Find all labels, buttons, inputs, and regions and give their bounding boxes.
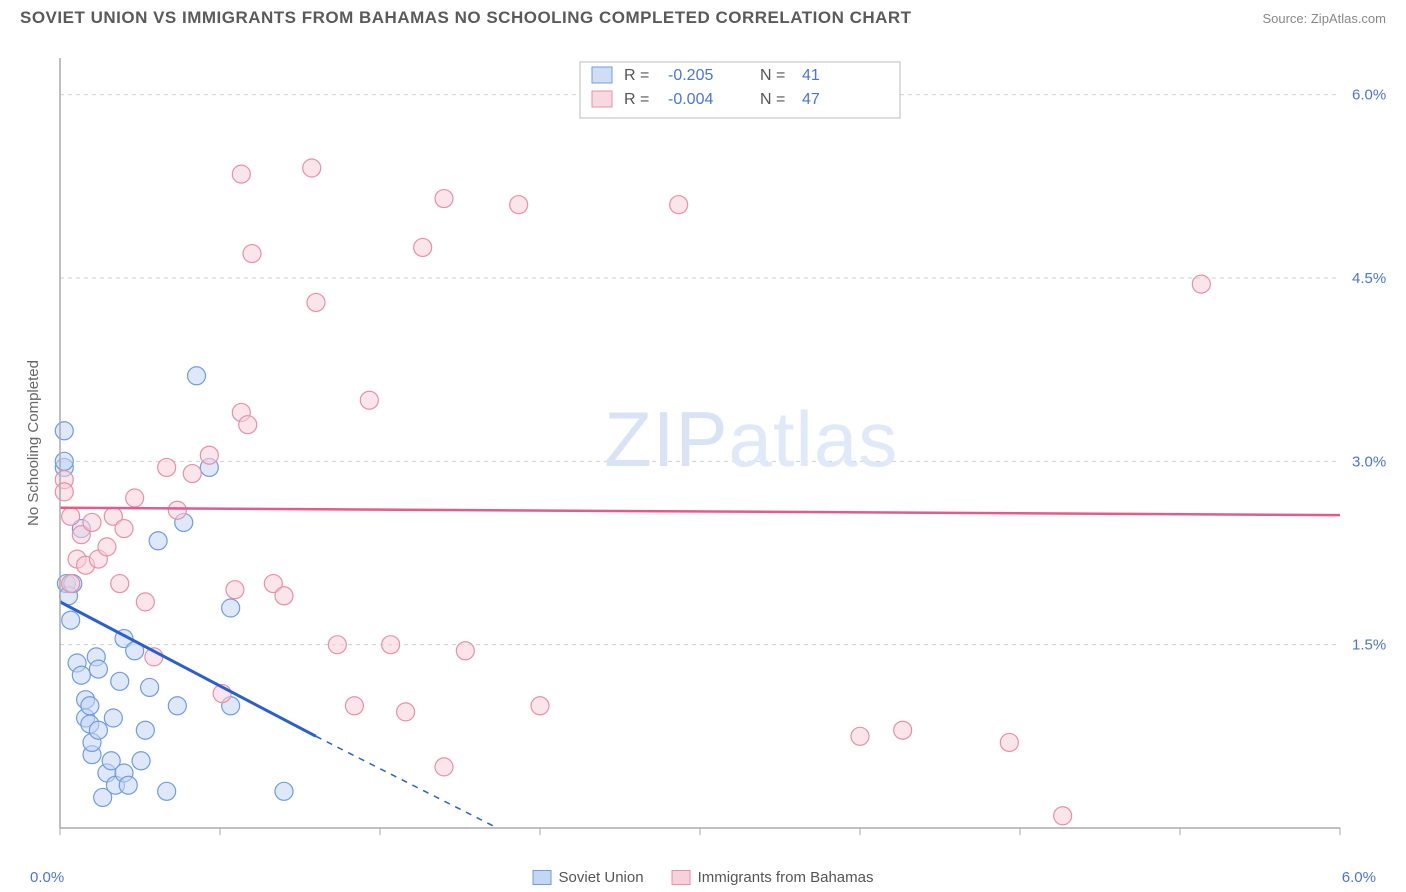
x-axis-min-label: 0.0% (30, 869, 64, 886)
chart-title: SOVIET UNION VS IMMIGRANTS FROM BAHAMAS … (20, 8, 912, 28)
svg-text:-0.205: -0.205 (668, 67, 713, 84)
chart-container: 1.5% 3.0% 4.5% 6.0% ZIPatlas No Schooling Com… (20, 40, 1386, 852)
x-axis-max-label: 6.0% (1342, 869, 1376, 886)
svg-text:No Schooling Completed: No Schooling Completed (25, 360, 42, 526)
svg-text:N =: N = (760, 67, 785, 84)
legend-label: Immigrants from Bahamas (698, 869, 874, 886)
legend: Soviet Union Immigrants from Bahamas (533, 869, 874, 886)
svg-text:N =: N = (760, 91, 785, 108)
legend-swatch (533, 870, 552, 885)
svg-text:1.5%: 1.5% (1352, 637, 1386, 654)
svg-text:47: 47 (802, 91, 820, 108)
svg-text:R =: R = (624, 67, 649, 84)
legend-item: Soviet Union (533, 869, 644, 886)
svg-text:R =: R = (624, 91, 649, 108)
svg-text:6.0%: 6.0% (1352, 87, 1386, 104)
legend-item: Immigrants from Bahamas (672, 869, 874, 886)
svg-text:4.5%: 4.5% (1352, 270, 1386, 287)
svg-text:3.0%: 3.0% (1352, 453, 1386, 470)
legend-label: Soviet Union (559, 869, 644, 886)
legend-swatch (672, 870, 691, 885)
scatter-chart: 1.5% 3.0% 4.5% 6.0% ZIPatlas No Schooling Com… (20, 40, 1386, 852)
source-attribution: Source: ZipAtlas.com (1262, 11, 1386, 26)
svg-text:41: 41 (802, 67, 820, 84)
source-link[interactable]: ZipAtlas.com (1311, 11, 1386, 26)
svg-text:ZIPatlas: ZIPatlas (604, 395, 898, 483)
svg-text:-0.004: -0.004 (668, 91, 713, 108)
